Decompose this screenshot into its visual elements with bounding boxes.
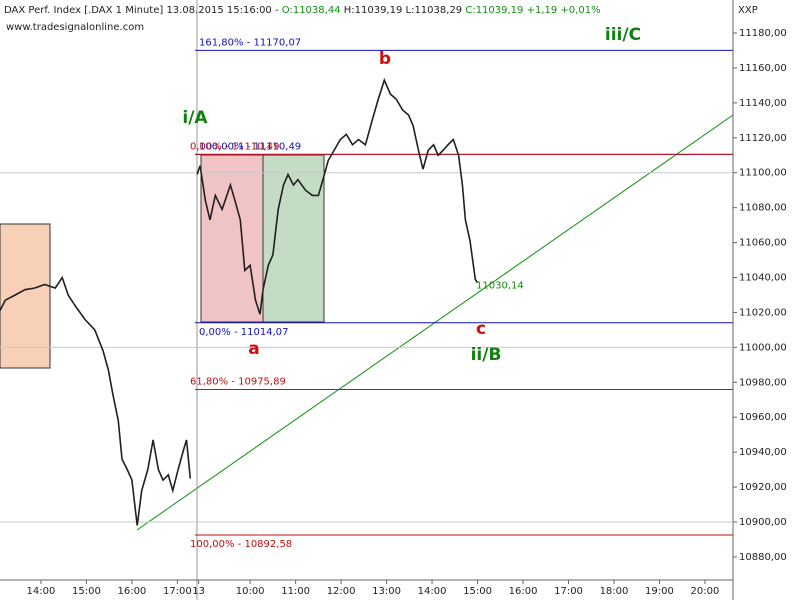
y-tick-label: 11140,00 <box>739 98 787 109</box>
x-tick-label: 15:00 <box>72 586 101 597</box>
wave-label: a <box>248 339 259 359</box>
header-part: C:11039,19 <box>465 5 523 16</box>
header-part: O:11038,44 <box>282 5 341 16</box>
fib-label: 0,00% - 11014,07 <box>199 327 288 338</box>
fib-label: 100,00% - 11110,49 <box>199 141 301 152</box>
x-tick-label: 19:00 <box>645 586 674 597</box>
y-tick-label: 11000,00 <box>739 342 787 353</box>
wave-label: i/A <box>182 108 208 128</box>
x-tick-label: 18:00 <box>600 586 629 597</box>
axis-name: XXP <box>738 5 758 16</box>
wave-label: ii/B <box>471 345 502 365</box>
x-tick-label: 17:00 <box>554 586 583 597</box>
x-tick-label: 15:00 <box>463 586 492 597</box>
y-tick-label: 11100,00 <box>739 168 787 179</box>
y-tick-label: 10980,00 <box>739 377 787 388</box>
source: www.tradesignalonline.com <box>6 22 144 33</box>
fib-label: 0,00% - 11110,49 <box>190 141 279 152</box>
y-tick-label: 11060,00 <box>739 238 787 249</box>
x-tick-label: 13:00 <box>372 586 401 597</box>
x-tick-label: 10:00 <box>236 586 265 597</box>
y-tick-label: 11120,00 <box>739 133 787 144</box>
range-box <box>200 154 264 323</box>
y-tick-label: 11180,00 <box>739 28 787 39</box>
price-line <box>0 77 479 526</box>
y-tick-label: 10960,00 <box>739 412 787 423</box>
x-tick-label: 16:00 <box>117 586 146 597</box>
y-tick-label: 10940,00 <box>739 447 787 458</box>
x-tick-label: 20:00 <box>691 586 720 597</box>
y-tick-label: 11080,00 <box>739 203 787 214</box>
x-tick-label: 17:00 <box>163 586 192 597</box>
header-part: DAX Perf. Index [.DAX 1 Minute] 13.08.20… <box>4 5 282 16</box>
fib-label: 61,80% - 10975,89 <box>190 376 286 387</box>
header: DAX Perf. Index [.DAX 1 Minute] 13.08.20… <box>4 5 601 16</box>
fib-label: 161,80% - 11170,07 <box>199 37 301 48</box>
range-box <box>0 223 51 369</box>
range-box <box>262 154 325 323</box>
y-tick-label: 11020,00 <box>739 307 787 318</box>
last-price-label: 11030,14 <box>476 281 524 292</box>
y-tick-label: 11040,00 <box>739 273 787 284</box>
x-tick-label: 12:00 <box>327 586 356 597</box>
x-tick-label: 14:00 <box>27 586 56 597</box>
x-tick-label: 14:00 <box>418 586 447 597</box>
wave-label: c <box>476 319 486 339</box>
y-tick-label: 10900,00 <box>739 517 787 528</box>
x-tick-label: 16:00 <box>509 586 538 597</box>
x-tick-label: 13 <box>192 586 205 597</box>
y-tick-label: 10920,00 <box>739 482 787 493</box>
y-tick-label: 11160,00 <box>739 63 787 74</box>
x-tick-label: 11:00 <box>281 586 310 597</box>
fib-label: 100,00% - 10892,58 <box>190 539 292 550</box>
header-part: +1,19 +0,01% <box>523 5 600 16</box>
wave-label: b <box>379 49 391 69</box>
wave-label: iii/C <box>605 25 641 45</box>
header-part: H:11039,19 L:11038,29 <box>341 5 466 16</box>
y-tick-label: 10880,00 <box>739 552 787 563</box>
